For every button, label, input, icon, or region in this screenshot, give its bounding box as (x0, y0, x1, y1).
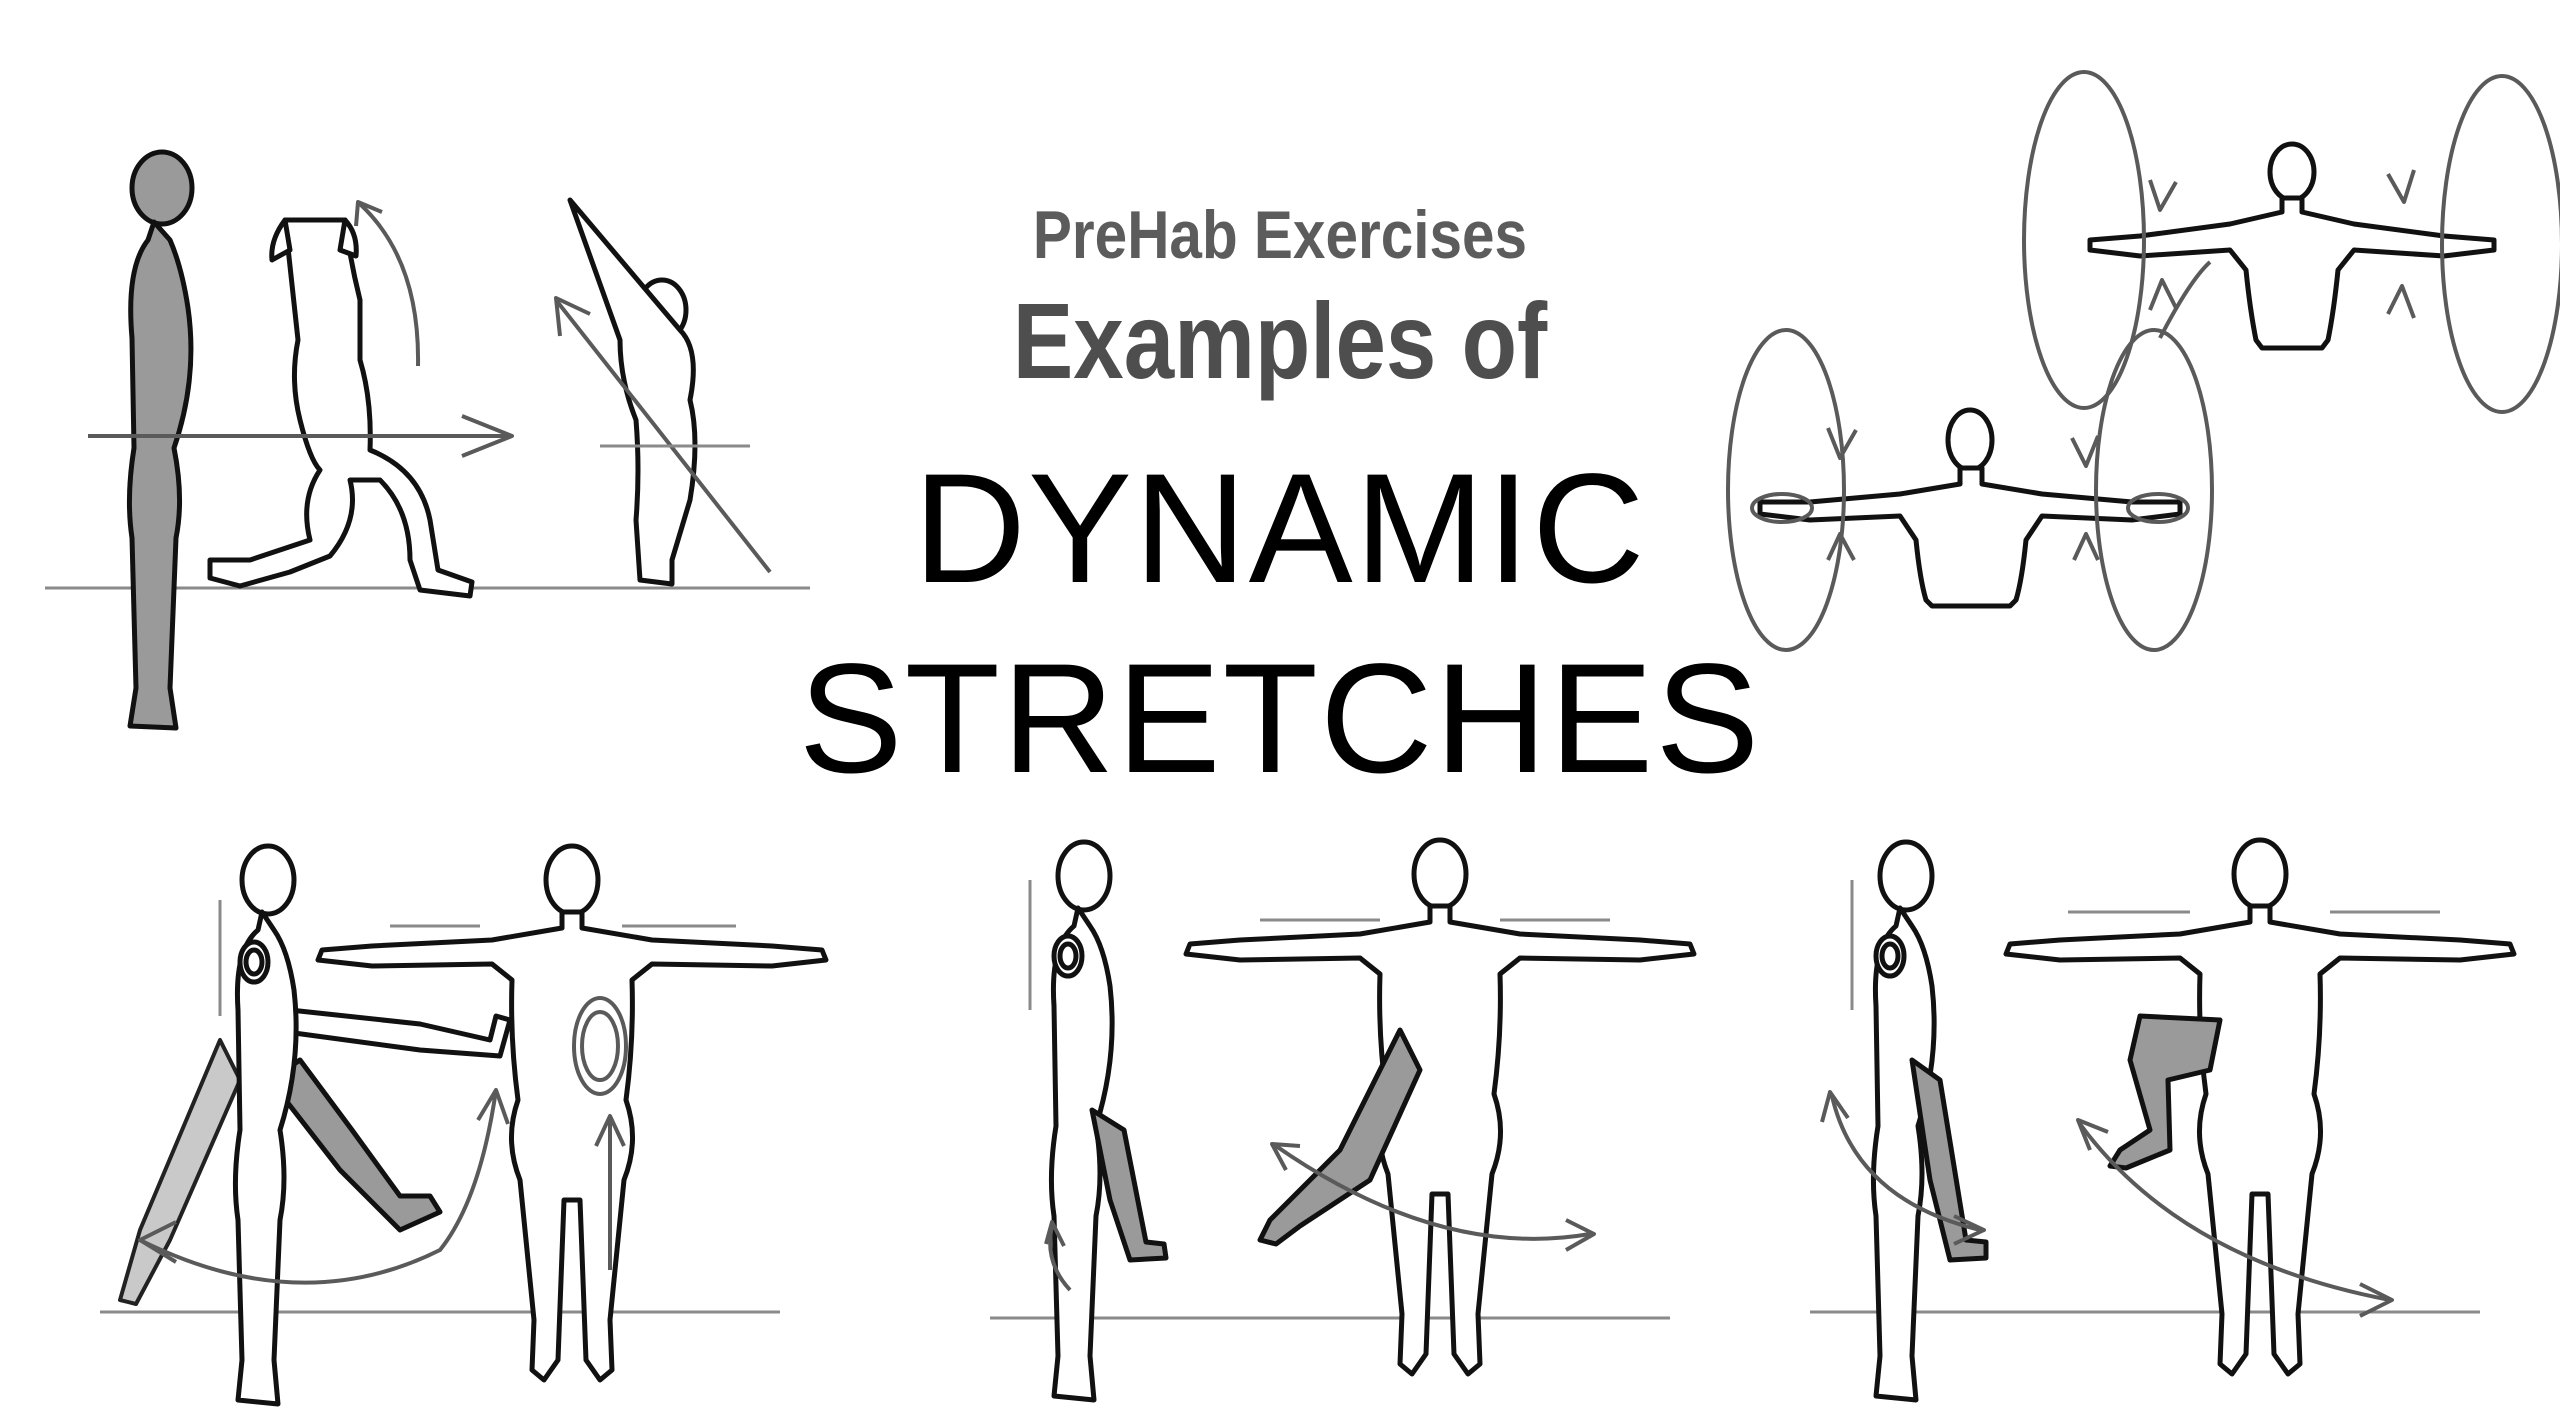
arm-circles (1726, 70, 2560, 652)
subtitle-prehab: PreHab Exercises (1032, 197, 1528, 273)
front-leg-swings (100, 846, 826, 1404)
title-stretches: STRETCHES (798, 632, 1762, 806)
title-dynamic: DYNAMIC (913, 442, 1647, 616)
subtitle-examples: Examples of (1012, 280, 1548, 401)
knee-hug-swings (1810, 840, 2514, 1400)
lunge-with-overhead-reach (45, 149, 810, 731)
lateral-leg-swings (990, 840, 1694, 1400)
